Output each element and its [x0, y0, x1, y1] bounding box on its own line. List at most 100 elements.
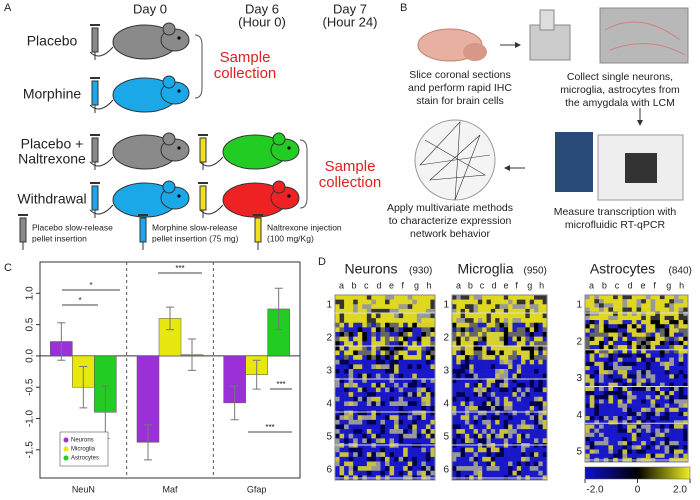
heatmap-cell — [385, 419, 390, 425]
heatmap-cell — [613, 345, 619, 350]
heatmap-cell — [407, 350, 413, 356]
heatmap-cell — [655, 374, 661, 379]
heatmap-cell — [542, 341, 548, 347]
heatmap-cell — [456, 295, 461, 300]
heatmap-cell — [499, 466, 505, 472]
day-header: Day 6 — [245, 1, 279, 16]
heatmap-cell — [385, 466, 390, 472]
heatmap-cell — [486, 456, 492, 462]
heatmap-cell — [521, 332, 526, 337]
heatmap-cell — [412, 456, 418, 462]
heatmap-cell — [603, 441, 609, 446]
heatmap-cell — [659, 382, 665, 388]
heatmap-cell — [655, 407, 661, 413]
heatmap-cell — [495, 429, 500, 435]
heatmap-cell — [371, 433, 377, 439]
heatmap-cell — [357, 359, 363, 365]
heatmap-cell — [655, 391, 661, 396]
heatmap-cell — [613, 403, 619, 409]
heatmap-cell — [482, 341, 487, 347]
heatmap-cell — [603, 353, 609, 358]
heatmap-cell — [425, 401, 431, 407]
heatmap-cell — [645, 357, 651, 363]
heatmap-cell — [538, 387, 543, 393]
heatmap-cell — [542, 322, 548, 328]
heatmap-cell — [495, 299, 500, 305]
heatmap-cell — [464, 355, 470, 361]
heatmap-cell — [482, 392, 487, 398]
heatmap-cell — [456, 410, 461, 416]
row-label: 1 — [443, 300, 449, 311]
heatmap-cell — [366, 466, 372, 472]
heatmap-cell — [636, 299, 642, 304]
heatmap-cell — [486, 452, 492, 458]
heatmap-cell — [608, 361, 614, 367]
heatmap-cell — [603, 432, 609, 438]
heatmap-cell — [407, 415, 413, 421]
heatmap-cell — [375, 299, 381, 305]
heatmap-cell — [460, 429, 466, 435]
heatmap-cell — [407, 470, 413, 476]
heatmap-cell — [385, 456, 390, 462]
heatmap-cell — [353, 336, 359, 342]
heatmap-cell — [430, 433, 436, 439]
heatmap-cell — [525, 359, 531, 365]
heatmap-cell — [456, 470, 461, 476]
heatmap-cell — [394, 350, 399, 356]
heatmap-cell — [344, 332, 349, 337]
heatmap-cell — [538, 452, 543, 458]
heatmap-cell — [348, 415, 354, 421]
heatmap-cell — [529, 392, 535, 398]
heatmap-cell — [617, 399, 623, 404]
heatmap-cell — [348, 313, 354, 319]
heatmap-cell — [389, 304, 395, 310]
heatmap-cell — [641, 307, 647, 312]
heatmap-cell — [664, 353, 670, 358]
heatmap-cell — [636, 345, 642, 350]
heatmap-cell — [375, 322, 381, 328]
heatmap-cell — [430, 387, 436, 393]
heatmap-cell — [512, 322, 518, 328]
heatmap-cell — [594, 453, 600, 459]
heatmap-cell — [394, 304, 399, 310]
heatmap-cell — [366, 387, 372, 393]
heatmap-cell — [655, 395, 661, 400]
heatmap-cell — [335, 466, 340, 472]
heatmap-cell — [495, 456, 500, 462]
heatmap-cell — [375, 410, 381, 416]
heatmap-cell — [407, 433, 413, 439]
heatmap-cell — [673, 378, 679, 383]
heatmap-cell — [659, 386, 665, 392]
heatmap-cell — [617, 370, 623, 375]
heatmap-cell — [534, 406, 539, 411]
heatmap-cell — [645, 303, 651, 308]
row-label: 4 — [576, 410, 582, 421]
heatmap-cell — [403, 415, 409, 421]
heatmap-cell — [375, 447, 381, 453]
heatmap-cell — [473, 369, 479, 374]
heatmap-cell — [456, 355, 461, 361]
heatmap-cell — [594, 378, 600, 383]
heatmap-cell — [608, 424, 614, 429]
row-label: 4 — [443, 399, 449, 410]
heatmap-cell — [482, 433, 487, 439]
heatmap-cell — [344, 318, 349, 324]
heatmap-cell — [469, 447, 474, 453]
heatmap-cell — [525, 387, 531, 393]
heatmap-cell — [508, 470, 513, 476]
significance: * — [78, 296, 81, 305]
heatmap-cell — [664, 324, 670, 329]
heatmap-cell — [650, 441, 656, 446]
heatmap-cell — [353, 452, 359, 458]
heatmap-cell — [464, 410, 470, 416]
heatmap-cell — [622, 428, 628, 434]
heatmap-cell — [622, 411, 628, 417]
heatmap-cell — [407, 461, 413, 467]
heatmap-cell — [430, 410, 436, 416]
heatmap-cell — [425, 332, 431, 337]
heatmap-cell — [529, 410, 535, 416]
heatmap-cell — [460, 308, 466, 314]
heatmap-cell — [375, 466, 381, 472]
heatmap-cell — [627, 449, 633, 454]
heatmap-cell — [425, 470, 431, 476]
